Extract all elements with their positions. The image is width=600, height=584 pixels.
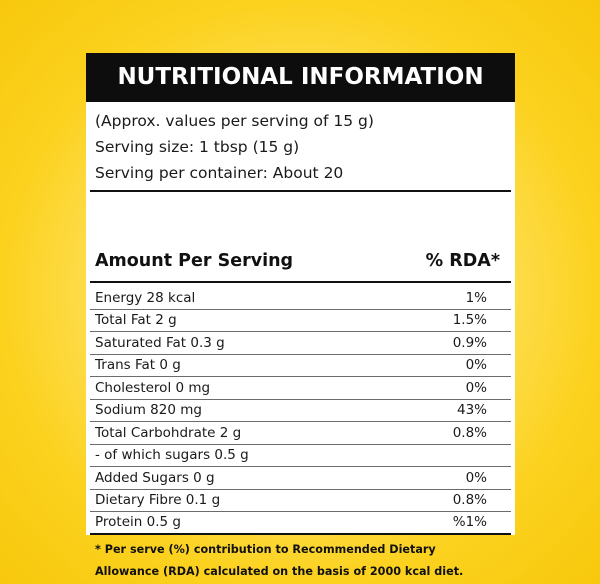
nutrient-row-sodium: Sodium 820 mg 43% xyxy=(90,400,511,422)
nutrient-row-dietary-fibre: Dietary Fibre 0.1 g 0.8% xyxy=(90,490,511,512)
nutrient-row-total-carbohydrate: Total Carbohdrate 2 g 0.8% xyxy=(90,422,511,445)
nutrient-row-saturated-fat: Saturated Fat 0.3 g 0.9% xyxy=(90,332,511,355)
nutrient-rda: %1% xyxy=(452,514,487,531)
nutrient-row-sugars: - of which sugars 0.5 g xyxy=(90,445,511,467)
label-title: NUTRITIONAL INFORMATION xyxy=(86,53,515,102)
nutrient-rda: 0.8% xyxy=(452,424,487,441)
nutrient-name: Trans Fat 0 g xyxy=(95,357,181,374)
nutrient-row-energy: Energy 28 kcal 1% xyxy=(90,287,511,310)
nutrient-rda: 0% xyxy=(465,357,487,374)
nutrient-name: Energy 28 kcal xyxy=(95,289,196,306)
nutrient-name: Sodium 820 mg xyxy=(95,402,202,419)
nutrient-rda: 43% xyxy=(456,402,487,419)
nutrient-name: Added Sugars 0 g xyxy=(95,469,215,486)
nutrient-row-trans-fat: Trans Fat 0 g 0% xyxy=(90,355,511,377)
nutrition-label: NUTRITIONAL INFORMATION (Approx. values … xyxy=(86,53,515,578)
serving-approx: (Approx. values per serving of 15 g) xyxy=(95,112,374,130)
nutrient-name: Dietary Fibre 0.1 g xyxy=(95,492,221,509)
serving-info: (Approx. values per serving of 15 g) Ser… xyxy=(95,108,505,186)
nutrient-table: Energy 28 kcal 1% Total Fat 2 g 1.5% Sat… xyxy=(90,287,511,535)
nutrient-name: Protein 0.5 g xyxy=(95,514,181,531)
divider-amount xyxy=(90,281,511,283)
nutrient-rda: 0.8% xyxy=(452,492,487,509)
nutrient-rda: 1% xyxy=(465,289,487,306)
nutrient-name: Total Fat 2 g xyxy=(95,312,177,329)
nutrient-row-protein: Protein 0.5 g %1% xyxy=(90,512,511,535)
nutrient-row-added-sugars: Added Sugars 0 g 0% xyxy=(90,467,511,490)
nutrient-rda: 1.5% xyxy=(452,312,487,329)
rda-heading: % RDA* xyxy=(425,251,500,271)
nutrient-row-total-fat: Total Fat 2 g 1.5% xyxy=(90,310,511,332)
nutrient-name: Total Carbohdrate 2 g xyxy=(95,424,242,441)
footnote-line-1: * Per serve (%) contribution to Recommen… xyxy=(95,543,436,556)
nutrient-rda: 0.9% xyxy=(452,334,487,351)
serving-size: Serving size: 1 tbsp (15 g) xyxy=(95,138,300,156)
servings-per-container: Serving per container: About 20 xyxy=(95,164,344,182)
amount-per-serving-heading: Amount Per Serving xyxy=(95,251,294,271)
divider-top xyxy=(90,190,511,192)
footnote-line-2: Allowance (RDA) calculated on the basis … xyxy=(95,565,464,578)
nutrient-name: - of which sugars 0.5 g xyxy=(95,447,249,464)
nutrient-rda: 0% xyxy=(465,469,487,486)
nutrient-rda: 0% xyxy=(465,379,487,396)
nutrient-name: Saturated Fat 0.3 g xyxy=(95,334,225,351)
rda-footnote: * Per serve (%) contribution to Recommen… xyxy=(95,539,510,583)
amount-header-row: Amount Per Serving % RDA* xyxy=(95,247,505,275)
nutrient-name: Cholesterol 0 mg xyxy=(95,379,211,396)
nutrient-row-cholesterol: Cholesterol 0 mg 0% xyxy=(90,377,511,400)
